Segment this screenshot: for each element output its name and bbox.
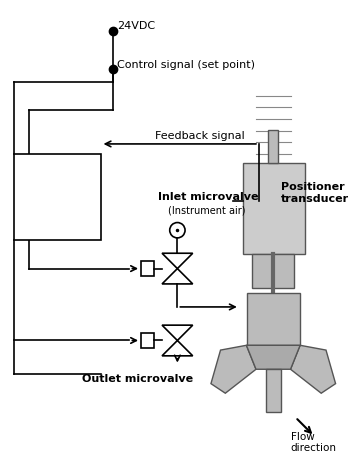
Text: Inlet microvalve: Inlet microvalve xyxy=(158,192,259,202)
Bar xyxy=(266,369,281,413)
Bar xyxy=(141,261,155,276)
Text: Positioner
transducer: Positioner transducer xyxy=(281,182,349,204)
Bar xyxy=(14,154,101,240)
Text: Feedback signal: Feedback signal xyxy=(155,130,245,140)
Text: Flow
direction: Flow direction xyxy=(291,431,336,453)
Bar xyxy=(252,254,294,288)
Polygon shape xyxy=(291,345,336,393)
Polygon shape xyxy=(247,345,300,369)
Polygon shape xyxy=(211,345,256,393)
Bar xyxy=(247,292,300,345)
Bar xyxy=(243,163,305,254)
Text: Electronic
board: Electronic board xyxy=(18,173,87,201)
Bar xyxy=(141,333,155,348)
Text: Control signal (set point): Control signal (set point) xyxy=(117,59,255,70)
Text: Outlet microvalve: Outlet microvalve xyxy=(82,374,193,384)
Text: (Instrument air): (Instrument air) xyxy=(168,205,245,215)
Text: 24VDC: 24VDC xyxy=(117,21,155,31)
Bar xyxy=(269,130,278,163)
